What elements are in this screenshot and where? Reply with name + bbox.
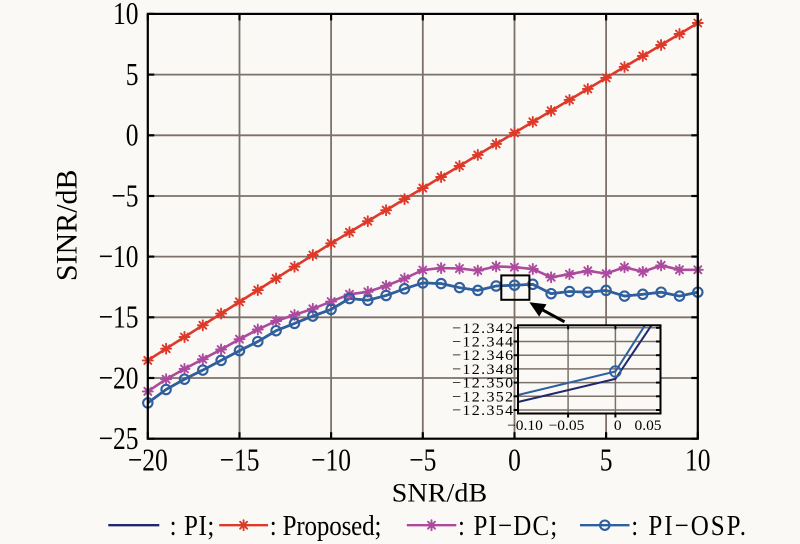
svg-text:5: 5 [600,443,613,478]
svg-text:SNR/dB: SNR/dB [392,478,487,507]
svg-text:−10: −10 [311,443,351,478]
svg-text:−0.10: −0.10 [507,418,543,434]
svg-text:10: 10 [113,0,138,32]
svg-text:−0.05: −0.05 [549,418,585,434]
svg-text:−5: −5 [409,443,436,478]
svg-text:−12.352: −12.352 [452,389,514,406]
svg-text:: Proposed;: : Proposed; [270,510,382,542]
svg-text:0.05: 0.05 [634,418,661,434]
svg-text:−12.350: −12.350 [452,375,514,392]
svg-text:−15: −15 [220,443,260,478]
svg-text:0: 0 [614,418,622,434]
svg-text:−15: −15 [99,300,139,335]
svg-text:: PI;: : PI; [170,510,215,542]
svg-text:SINR/dB: SINR/dB [50,169,83,281]
svg-text:−12.344: −12.344 [452,334,514,351]
svg-text:10: 10 [685,443,710,478]
svg-text:0: 0 [126,118,139,153]
svg-text:: PI−OSP.: : PI−OSP. [631,510,748,542]
svg-text:−20: −20 [128,443,168,478]
svg-text:−5: −5 [111,179,138,214]
svg-text:0: 0 [508,443,521,478]
svg-text:−12.354: −12.354 [452,402,514,419]
svg-text:−25: −25 [99,421,139,456]
svg-text:−10: −10 [99,239,139,274]
svg-text:−12.348: −12.348 [452,361,514,378]
svg-text:−12.342: −12.342 [452,320,514,337]
svg-text:−20: −20 [99,361,139,396]
svg-text:5: 5 [126,57,139,92]
svg-text:−12.346: −12.346 [452,348,514,365]
svg-text:: PI−DC;: : PI−DC; [458,510,558,542]
